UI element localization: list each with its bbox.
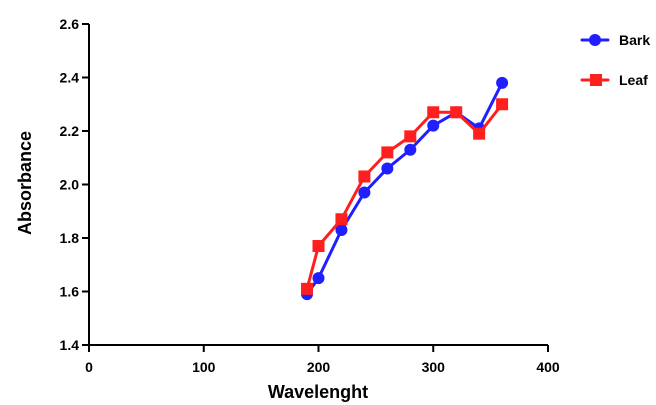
- bark-point-5: [404, 143, 417, 156]
- axes-layer: 1.4 1.6 1.8 2.0 2.2 2.4 2.6 0 100 200 300 400: [60, 16, 560, 375]
- leaf-point-1: [312, 240, 325, 253]
- leaf-point-5: [404, 130, 417, 143]
- x-tick-label: 0: [85, 359, 93, 375]
- y-tick-label: 1.8: [60, 230, 80, 246]
- leaf-point-6: [427, 106, 440, 119]
- y-tick-label: 2.4: [60, 70, 80, 86]
- x-axis-title: Wavelenght: [268, 382, 368, 402]
- y-tick-label: 2.6: [60, 16, 80, 32]
- bark-point-4: [381, 162, 394, 175]
- leaf-point-3: [358, 170, 371, 183]
- y-tick-label: 1.4: [60, 337, 80, 353]
- leaf-series-line: [305, 102, 504, 291]
- leaf-point-7: [450, 106, 463, 119]
- bark-point-9: [496, 76, 509, 89]
- leaf-point-4: [381, 146, 394, 159]
- legend-bark-marker: [589, 34, 601, 46]
- x-tick-label: 200: [307, 359, 331, 375]
- legend-bark-label: Bark: [619, 32, 650, 48]
- bark-series-line: [305, 81, 504, 296]
- y-tick-label: 2.0: [60, 177, 80, 193]
- legend-layer: Bark Leaf: [580, 32, 650, 88]
- y-axis-title: Absorbance: [15, 131, 35, 235]
- bark-point-3: [358, 186, 371, 199]
- x-tick-label: 100: [192, 359, 216, 375]
- y-tick-label: 2.2: [60, 123, 80, 139]
- legend-leaf-label: Leaf: [619, 72, 648, 88]
- y-tick-label: 1.6: [60, 284, 80, 300]
- bark-point-2: [335, 223, 348, 236]
- leaf-point-9: [496, 98, 509, 111]
- bark-point-6: [427, 119, 440, 132]
- leaf-point-0: [301, 282, 314, 295]
- bark-point-1: [312, 272, 325, 285]
- series-layer: [301, 76, 509, 301]
- x-tick-label: 300: [422, 359, 446, 375]
- legend-leaf-marker: [590, 74, 602, 86]
- leaf-point-2: [335, 213, 348, 226]
- leaf-point-8: [473, 127, 486, 140]
- x-tick-label: 400: [536, 359, 560, 375]
